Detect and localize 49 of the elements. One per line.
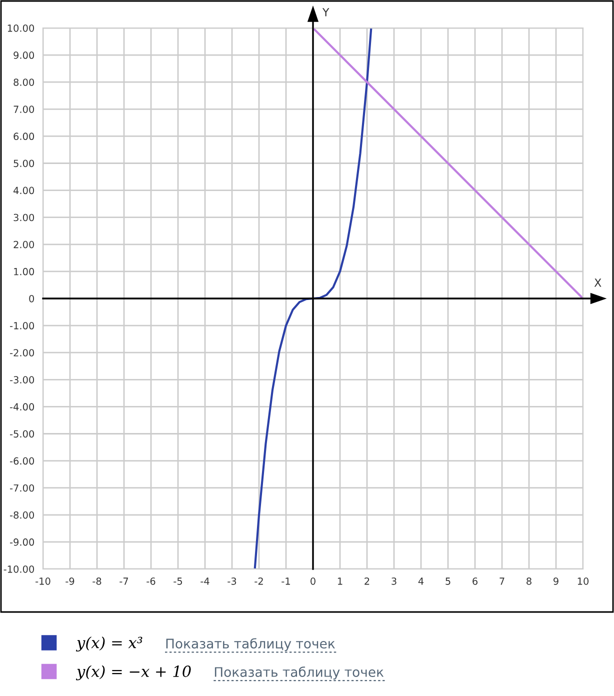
x-tick-label: -4 <box>200 578 210 585</box>
x-tick-label: 0 <box>310 578 316 585</box>
y-axis-title: Y <box>322 8 330 16</box>
text: Показать таблицу точек <box>214 666 384 680</box>
legend-label: y(x) = −x + 10 <box>76 665 191 680</box>
y-tick-label: 5.00 <box>14 160 34 168</box>
y-tick-label: 7.00 <box>14 106 34 113</box>
x-tick-label: 8 <box>526 578 532 585</box>
x-tick-label: 6 <box>472 578 478 585</box>
y-tick-label: 1.00 <box>14 268 34 276</box>
x-tick-label: -7 <box>120 578 128 585</box>
y-tick-label: 8.00 <box>14 78 34 86</box>
y-tick-label: 4.00 <box>13 186 34 194</box>
y-tick-label: -10.00 <box>4 565 34 573</box>
y-tick-label: 3.00 <box>14 214 34 222</box>
y-tick-label: 6.00 <box>14 132 34 140</box>
y-tick-label: 10.00 <box>8 24 34 32</box>
x-tick-label: -2 <box>254 578 263 585</box>
y-tick-label: -3.00 <box>10 376 34 384</box>
x-tick-label: -6 <box>146 578 156 585</box>
y-tick-label: -7.00 <box>10 484 34 492</box>
x-tick-label: 1 <box>338 578 342 585</box>
x-tick-label: -3 <box>228 578 236 585</box>
x-tick-label: -9 <box>66 578 74 585</box>
line-series <box>254 28 372 568</box>
x-axis-title: X <box>594 278 602 287</box>
y-tick-label: 0 <box>29 294 34 302</box>
y-tick-label: -4.00 <box>10 403 34 411</box>
x-tick-label: 10 <box>578 578 589 585</box>
x-tick-label: 2 <box>364 578 370 585</box>
y-tick-label: -1.00 <box>10 322 34 330</box>
x-tick-label: 3 <box>392 578 396 585</box>
x-tick-label: 4 <box>418 578 424 585</box>
y-tick-label: -5.00 <box>10 430 34 438</box>
y-tick-label: -6.00 <box>10 457 34 465</box>
x-tick-label: -5 <box>174 578 182 585</box>
y-tick-label: -9.00 <box>10 538 34 546</box>
y-tick-label: -2.00 <box>10 349 34 356</box>
text: Показать таблицу точек <box>166 638 335 652</box>
x-tick-label: 9 <box>554 578 558 585</box>
x-tick-label: -10 <box>36 578 50 585</box>
y-tick-label: 2.00 <box>14 240 34 248</box>
y-tick-label: -8.00 <box>10 511 34 519</box>
x-tick-label: 5 <box>446 578 450 585</box>
legend-label: y(x) = x³ <box>76 636 142 652</box>
x-tick-label: 7 <box>500 578 504 585</box>
x-tick-label: -8 <box>92 578 102 585</box>
x-tick-label: -1 <box>282 578 290 585</box>
y-tick-label: 9.00 <box>14 52 34 59</box>
